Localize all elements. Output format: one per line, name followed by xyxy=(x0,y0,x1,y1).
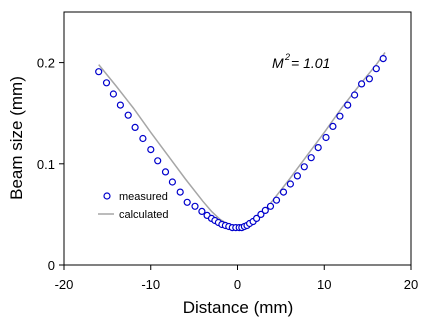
measured-point xyxy=(253,214,261,222)
x-tick-label: 10 xyxy=(317,277,331,292)
y-tick-label: 0.1 xyxy=(37,157,55,172)
measured-point xyxy=(300,163,308,171)
measured-point xyxy=(293,172,301,180)
x-axis-title: Distance (mm) xyxy=(183,298,294,317)
measured-point xyxy=(176,188,184,196)
measured-point xyxy=(351,91,359,99)
measured-point xyxy=(372,65,380,73)
measured-point xyxy=(95,68,103,76)
measured-point xyxy=(266,202,275,210)
m2-annotation-value: = 1.01 xyxy=(291,55,330,71)
measured-point xyxy=(329,122,337,131)
measured-point xyxy=(307,154,315,162)
x-tick-label: 20 xyxy=(404,277,418,292)
legend: measured calculated xyxy=(98,191,169,221)
m2-annotation: M 2 = 1.01 xyxy=(272,52,330,71)
m2-annotation-prefix: M xyxy=(272,55,284,71)
measured-point xyxy=(257,210,265,218)
x-tick-label: 0 xyxy=(234,277,241,292)
measured-point xyxy=(261,206,269,214)
measured-point xyxy=(336,112,344,120)
y-tick-label: 0.2 xyxy=(37,56,55,71)
measured-point xyxy=(116,101,125,109)
measured-point xyxy=(286,180,294,188)
measured-point xyxy=(198,207,206,215)
m2-annotation-superscript: 2 xyxy=(284,52,290,62)
y-tick-label: 0 xyxy=(48,258,55,273)
measured-point xyxy=(358,80,366,88)
y-axis-title: Beam size (mm) xyxy=(7,76,26,200)
measured-point xyxy=(161,168,170,176)
measured-point xyxy=(131,123,139,132)
measured-point xyxy=(139,134,147,143)
legend-measured-marker xyxy=(103,192,111,200)
measured-point xyxy=(124,111,132,119)
measured-point xyxy=(168,178,176,186)
measured-point xyxy=(154,157,162,165)
x-tick-label: -20 xyxy=(55,277,74,292)
measured-point xyxy=(314,144,322,152)
x-tick-label: -10 xyxy=(141,277,160,292)
measured-point xyxy=(183,198,191,206)
measured-point xyxy=(322,133,330,142)
measured-point xyxy=(147,146,155,154)
measured-point xyxy=(272,196,281,204)
ticks-layer: -20 -10 0 10 20 0 0.1 0.2 xyxy=(37,56,418,292)
measured-point xyxy=(109,90,118,98)
measured-point xyxy=(365,75,373,83)
series-layer xyxy=(95,52,387,232)
measured-point xyxy=(279,188,288,196)
legend-calculated-label: calculated xyxy=(119,209,169,221)
legend-measured-label: measured xyxy=(119,191,168,203)
measured-point xyxy=(344,101,352,109)
measured-point xyxy=(379,54,387,63)
measured-point xyxy=(102,79,111,87)
measured-point xyxy=(191,202,199,210)
